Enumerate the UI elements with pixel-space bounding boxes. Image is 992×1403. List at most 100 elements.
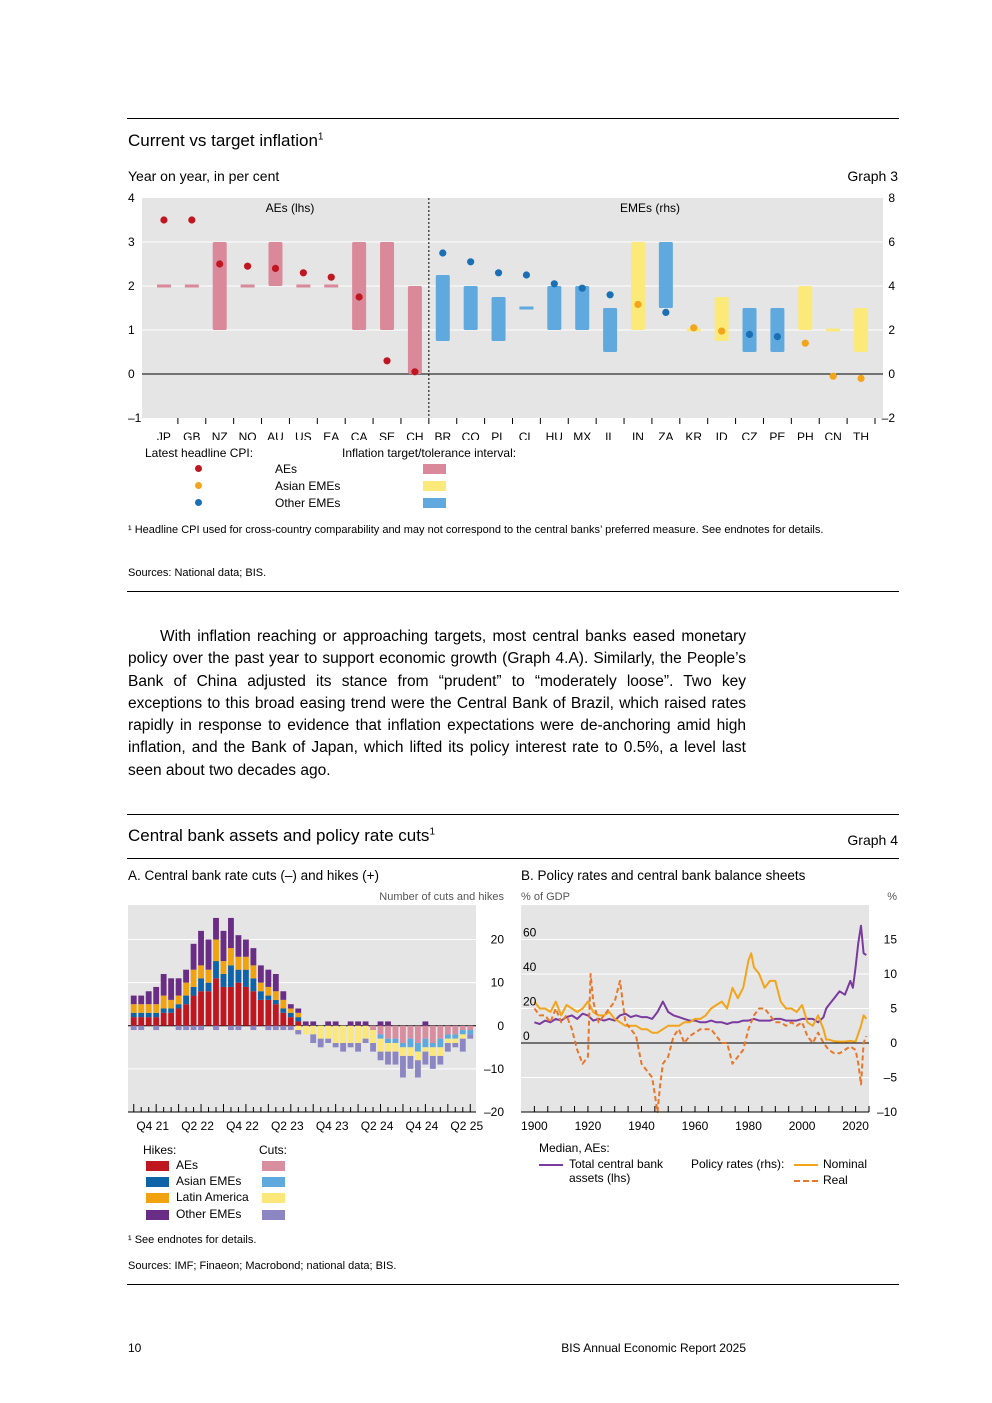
graph4-title: Central bank assets and policy rate cuts… xyxy=(128,826,435,845)
graph4a-hike-bar-other xyxy=(205,939,212,970)
graph4a-hike-bar-latam xyxy=(175,995,182,1005)
legend-asian-dot-icon xyxy=(195,482,202,489)
graph4a-hike-bar-ae xyxy=(265,999,272,1026)
graph3-cpi-dot-CL xyxy=(522,271,531,279)
graph4b-line-nominal xyxy=(533,952,868,1043)
graph3-label: Graph 3 xyxy=(847,168,898,184)
graph4b-legend-nominal-label: Nominal xyxy=(823,1157,868,1171)
graph3-legend-ae-label: AEs xyxy=(275,462,298,476)
graph4a-cut-bar-other xyxy=(414,1060,421,1078)
graph3-rhs-tick-label: –2 xyxy=(882,411,896,425)
graph3-cpi-dot-EA xyxy=(327,273,335,281)
graph4a-y-tick-label: –20 xyxy=(484,1105,504,1119)
graph3-lhs-tick-label: –1 xyxy=(128,411,142,425)
graph4a-cut-bar-other xyxy=(175,1025,182,1031)
graph4a-cut-bar-asian xyxy=(444,1034,451,1039)
graph4a-cut-bar-other xyxy=(317,1038,324,1048)
graph4a-cut-bar-other xyxy=(459,1038,466,1052)
graph4a-hike-bar-latam xyxy=(295,1012,302,1018)
graph4a-cut-bar-other xyxy=(198,1025,204,1031)
graph4a-hike-bar-latam xyxy=(287,1008,294,1013)
graph3-chart: 4 8 3 6 2 4 1 2 0 0 –1 –2 JP GB NZ NO AU US EA CA SE CH BR CO PL… xyxy=(128,191,896,440)
graph4a-hike-bar-asian xyxy=(183,995,190,1005)
graph4b-lhs-tick-label: 0 xyxy=(523,1029,530,1043)
graph4-header-rule xyxy=(127,858,899,859)
graph4a-cut-bar-other xyxy=(213,1025,219,1031)
graph3-cpi-dot-ZA xyxy=(662,308,670,316)
graph4a-cut-bar-other xyxy=(287,1025,294,1031)
graph4a-x-label: Q2 22 xyxy=(181,1119,214,1133)
graph4a-y-tick-label: 0 xyxy=(497,1019,504,1033)
graph4a-hike-bar-other xyxy=(138,995,145,1005)
graph3-target-band-PE xyxy=(770,308,785,352)
graph3-legend-asian-label: Asian EMEs xyxy=(275,479,341,493)
graph4a-cut-bar-latam xyxy=(407,1047,414,1056)
graph4a-hike-bar-latam xyxy=(280,999,287,1009)
graph4a-hike-bar-other xyxy=(130,995,137,1005)
graph3-legend-band-header: Inflation target/tolerance interval: xyxy=(342,446,517,460)
graph4a-cut-bar-other xyxy=(280,1025,287,1031)
legend-other-dot-icon xyxy=(195,499,202,506)
graph4a-hike-bar-other xyxy=(153,986,160,1005)
graph3-lhs-tick-label: 1 xyxy=(128,323,135,337)
graph4a-cut-bar-ae xyxy=(377,1025,384,1035)
graph4b-lhs-tick-label: 60 xyxy=(523,926,537,940)
graph3-legend-cpi-header: Latest headline CPI: xyxy=(145,446,254,460)
graph4a-cut-bar-asian xyxy=(467,1030,474,1035)
graph4-title-footnote-mark: 1 xyxy=(429,826,435,838)
graph3-cpi-dot-TH xyxy=(857,374,865,382)
graph4a-hike-bar-asian xyxy=(190,986,197,996)
graph3-target-point-GB xyxy=(184,284,199,288)
graph4a-cut-bar-other xyxy=(444,1043,451,1052)
graph3-sources: Sources: National data; BIS. xyxy=(128,567,267,579)
graph4a-hike-bar-latam xyxy=(213,939,219,962)
legend-cut-asian-swatch xyxy=(262,1177,285,1187)
graph4a-hike-bar-other xyxy=(250,948,257,966)
graph3-cpi-dot-BR xyxy=(439,249,447,257)
graph3-target-band-NZ xyxy=(212,242,227,330)
graph3-target-point-NO xyxy=(240,284,255,288)
graph4a-hike-bar-other xyxy=(228,917,234,949)
graph4a-cut-bar-asian xyxy=(385,1038,391,1043)
graph4b-legend-real-label: Real xyxy=(823,1173,848,1187)
graph4a-cut-bar-other xyxy=(437,1055,444,1065)
graph4a-hike-bar-other xyxy=(272,974,279,992)
graph3-rhs-tick-label: 2 xyxy=(888,323,895,337)
graph4a-cut-bar-other xyxy=(340,1043,347,1052)
graph4a-hike-bar-asian xyxy=(175,1004,182,1009)
graph4a-cut-bar-other xyxy=(407,1055,414,1069)
graph4a-hike-bar-asian xyxy=(220,974,227,987)
graph3-country-label-AU: AU xyxy=(267,430,284,440)
graph4a-hike-bar-ae xyxy=(272,1004,279,1026)
graph4b-x-label: 1980 xyxy=(735,1119,762,1133)
graph4a-cut-bar-asian xyxy=(437,1038,444,1048)
graph4a-hike-bar-ae xyxy=(145,1017,152,1026)
graph4a-hike-bar-other xyxy=(160,974,167,996)
graph3-country-label-CH: CH xyxy=(406,430,423,440)
graph4b-rhs-tick-label: 0 xyxy=(890,1036,897,1050)
graph4a-hike-bar-latam xyxy=(160,995,167,1009)
graph3-cpi-dot-ID xyxy=(718,327,726,335)
graph3-target-band-TH xyxy=(854,308,869,352)
graph4a-cut-bar-ae xyxy=(459,1025,466,1031)
graph3-cpi-dot-HU xyxy=(550,280,558,288)
graph4a-cut-bar-asian xyxy=(377,1034,384,1039)
graph4a-hike-bar-latam xyxy=(250,965,257,979)
graph4a-hike-bar-ae xyxy=(153,1017,160,1026)
graph4b-x-label: 1900 xyxy=(521,1119,548,1133)
graph4a-panel-title: A. Central bank rate cuts (–) and hikes … xyxy=(128,868,379,883)
graph4a-cut-bar-latam xyxy=(392,1043,399,1052)
graph4a-hike-bar-other xyxy=(310,1021,317,1026)
graph3-country-label-BR: BR xyxy=(434,430,451,440)
graph4a-hike-bar-latam xyxy=(235,956,242,970)
graph3-target-band-HU xyxy=(547,286,562,330)
graph4a-legend-latam-label: Latin America xyxy=(176,1190,249,1204)
graph3-country-label-GB: GB xyxy=(183,430,200,440)
graph3-country-label-EA: EA xyxy=(323,430,339,440)
graph4a-cut-bar-ae xyxy=(392,1025,399,1039)
graph4b-lhs-tick-label: 40 xyxy=(523,960,537,974)
graph4a-cut-bar-asian xyxy=(407,1038,414,1048)
graph3-cpi-dot-GB xyxy=(188,216,196,224)
graph4a-hike-bar-asian xyxy=(138,1012,145,1018)
graph4a-cut-bar-latam xyxy=(355,1025,362,1043)
